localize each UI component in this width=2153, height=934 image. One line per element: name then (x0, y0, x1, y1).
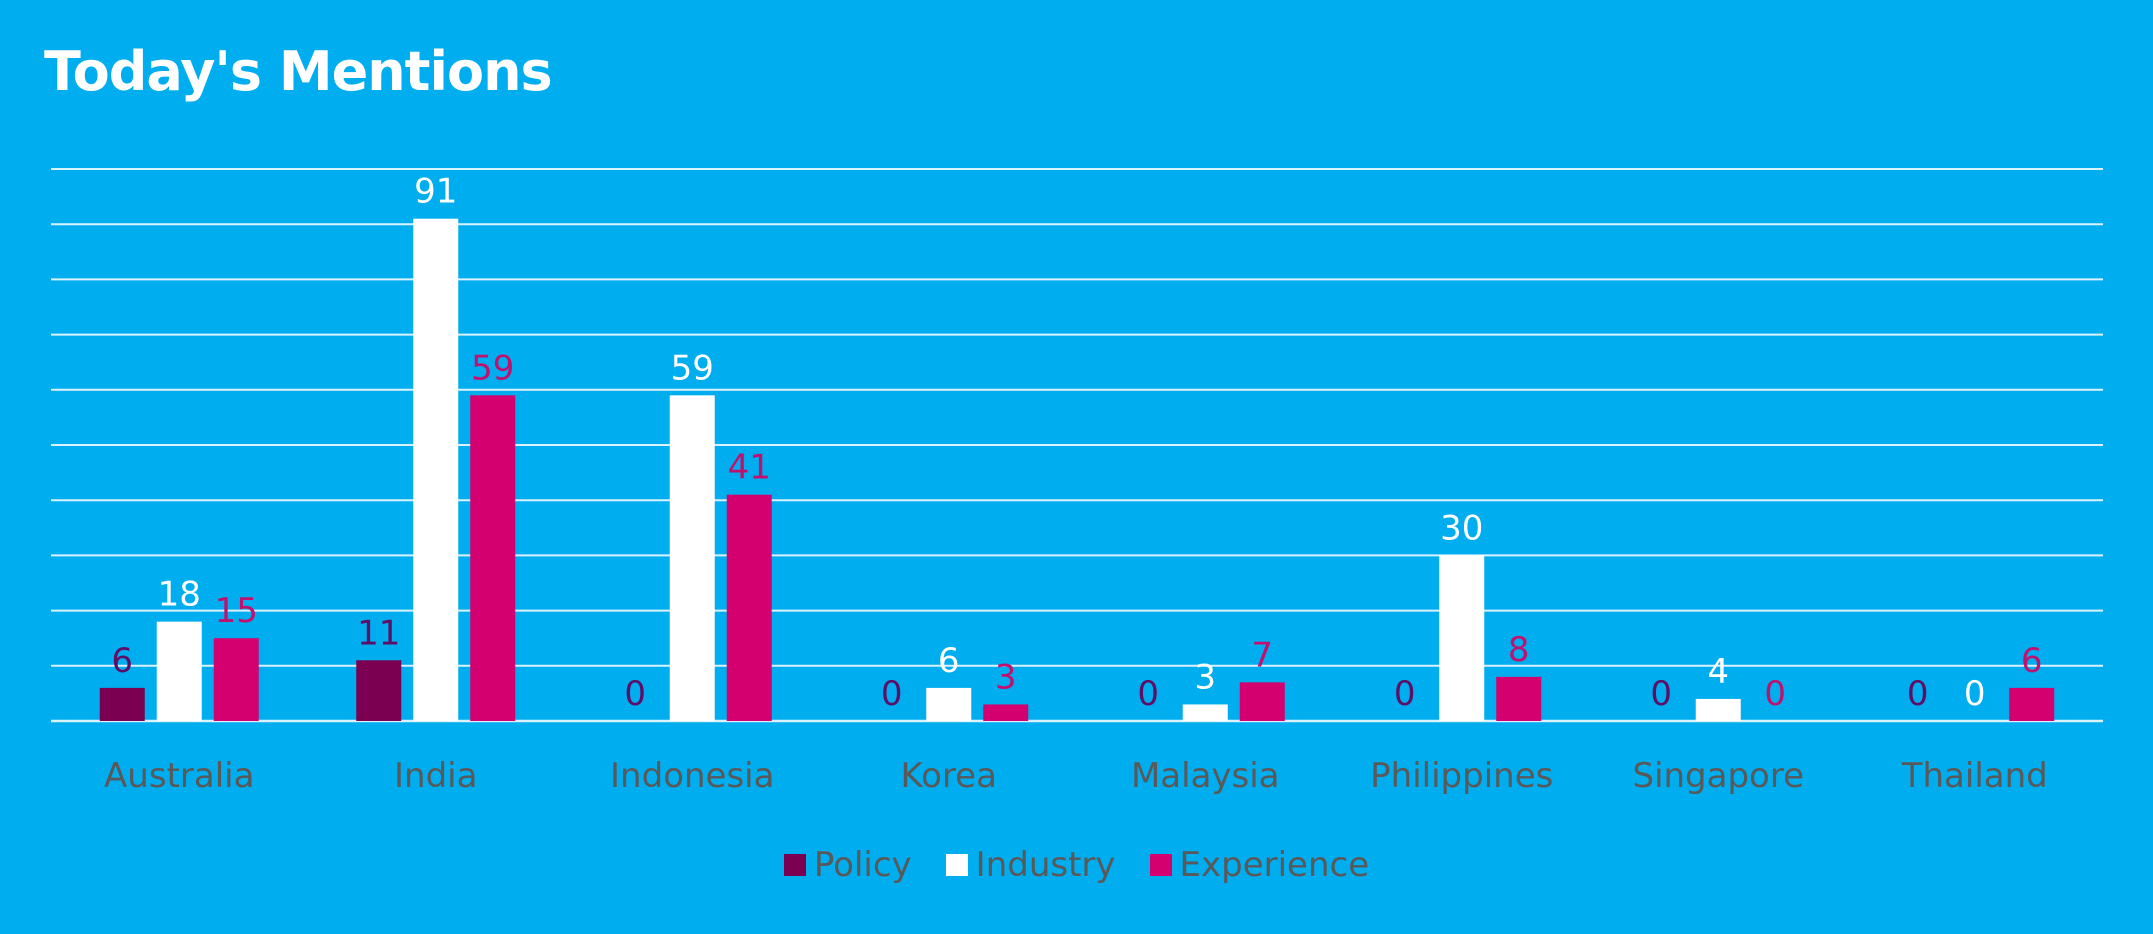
legend: Policy Industry Experience (0, 845, 2153, 885)
data-label-experience: 6 (2021, 641, 2043, 681)
data-label-policy: 11 (357, 613, 400, 653)
category-label: India (394, 756, 477, 796)
data-label-policy: 0 (1137, 674, 1159, 714)
chart-title: Today's Mentions (44, 40, 553, 103)
bar-industry (669, 395, 715, 721)
data-label-industry: 4 (1707, 652, 1729, 692)
data-label-industry: 18 (158, 575, 201, 615)
legend-swatch-industry (945, 854, 968, 876)
bar-policy (356, 660, 402, 721)
legend-label-policy: Policy (813, 845, 912, 885)
data-label-experience: 8 (1508, 630, 1530, 670)
bar-industry (156, 621, 202, 721)
bar-industry (926, 687, 972, 721)
data-label-policy: 0 (624, 674, 646, 714)
data-label-policy: 0 (1394, 674, 1416, 714)
data-label-experience: 3 (995, 657, 1017, 697)
data-label-experience: 0 (1764, 674, 1786, 714)
category-label: Malaysia (1131, 756, 1280, 796)
data-label-experience: 59 (471, 348, 514, 388)
data-label-industry: 59 (671, 348, 714, 388)
legend-item-industry: Industry (945, 845, 1116, 885)
data-label-industry: 0 (1964, 674, 1986, 714)
data-label-experience: 41 (728, 448, 771, 488)
data-label-industry: 30 (1440, 508, 1483, 548)
data-label-experience: 7 (1251, 635, 1273, 675)
category-label: Korea (901, 756, 997, 796)
data-label-policy: 0 (1907, 674, 1929, 714)
category-label: Thailand (1901, 756, 2048, 796)
bar-industry (1439, 555, 1485, 721)
bar-experience (213, 638, 259, 721)
legend-swatch-policy (783, 854, 806, 876)
data-label-experience: 15 (215, 591, 258, 631)
data-label-policy: 0 (881, 674, 903, 714)
bar-policy (99, 687, 145, 721)
data-label-policy: 0 (1650, 674, 1672, 714)
bar-experience (1239, 682, 1285, 721)
bar-experience (470, 395, 516, 721)
category-label: Australia (104, 756, 254, 796)
bar-experience (726, 494, 772, 721)
bar-experience (1496, 676, 1542, 721)
category-label: Indonesia (610, 756, 774, 796)
legend-item-policy: Policy (783, 845, 912, 885)
bar-experience (2009, 687, 2055, 721)
category-label: Philippines (1370, 756, 1553, 796)
data-label-industry: 6 (938, 641, 960, 681)
data-label-industry: 3 (1194, 657, 1216, 697)
bar-experience (983, 704, 1029, 721)
legend-swatch-experience (1149, 854, 1172, 876)
bar-industry (1695, 698, 1741, 721)
category-label: Singapore (1632, 756, 1804, 796)
legend-item-experience: Experience (1149, 845, 1370, 885)
legend-label-industry: Industry (975, 845, 1116, 885)
legend-label-experience: Experience (1179, 845, 1370, 885)
bar-industry (413, 218, 459, 721)
data-label-policy: 6 (111, 641, 133, 681)
bar-industry (1182, 704, 1228, 721)
data-label-industry: 91 (414, 172, 457, 212)
